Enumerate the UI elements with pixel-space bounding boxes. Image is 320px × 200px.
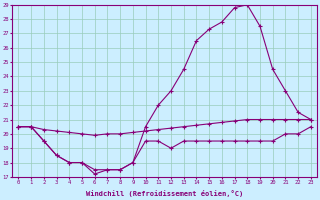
X-axis label: Windchill (Refroidissement éolien,°C): Windchill (Refroidissement éolien,°C) [86,190,243,197]
